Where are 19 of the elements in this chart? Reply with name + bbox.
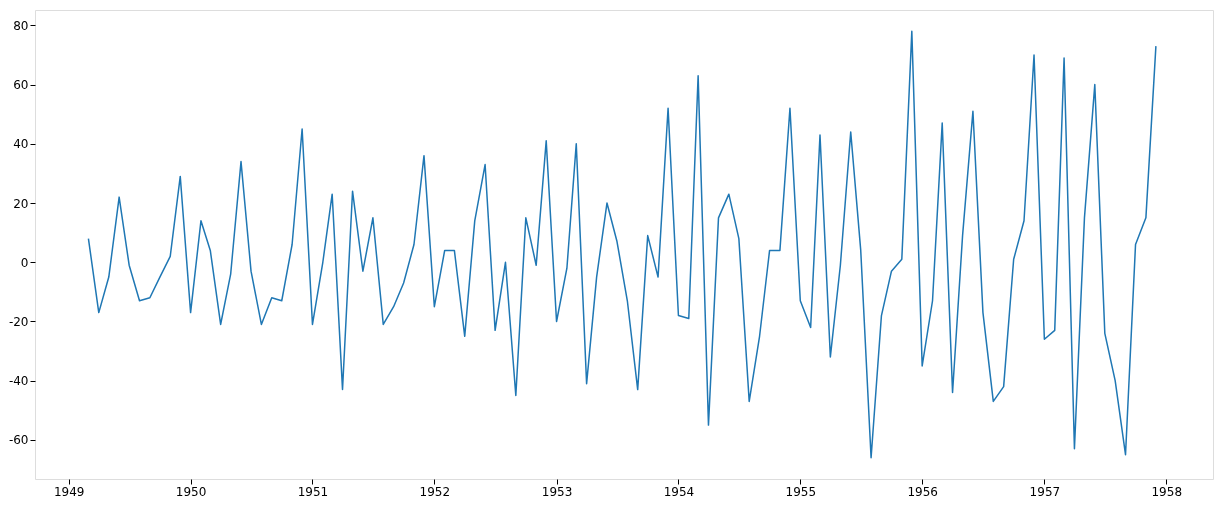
x-tick-label: 1951 bbox=[297, 484, 329, 499]
x-tick-label: 1954 bbox=[663, 484, 695, 499]
x-tick-label: 1950 bbox=[175, 484, 207, 499]
y-tick-label: 80 bbox=[13, 18, 29, 33]
y-tick-label: -20 bbox=[8, 314, 29, 329]
x-tick-label: 1956 bbox=[907, 484, 938, 499]
y-tick-label: 20 bbox=[13, 196, 29, 211]
x-tick-label: 1957 bbox=[1029, 484, 1061, 499]
y-tick-label: -60 bbox=[8, 433, 29, 448]
line-series bbox=[87, 30, 1157, 459]
x-tick-label: 1955 bbox=[785, 484, 817, 499]
x-tick-label: 1949 bbox=[53, 484, 85, 499]
x-tick-label: 1953 bbox=[541, 484, 573, 499]
x-tick-label: 1958 bbox=[1151, 484, 1183, 499]
y-tick-label: 0 bbox=[20, 255, 29, 270]
x-tick-label: 1952 bbox=[419, 484, 451, 499]
y-tick-label: 40 bbox=[13, 137, 29, 152]
y-tick-label: 60 bbox=[13, 78, 29, 93]
y-tick-label: -40 bbox=[8, 374, 29, 389]
